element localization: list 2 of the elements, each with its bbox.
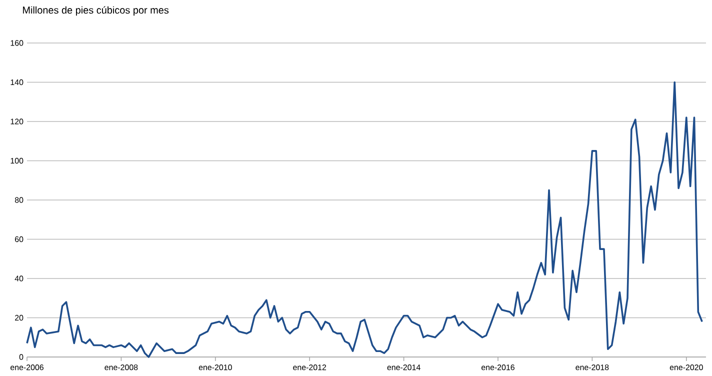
line-series xyxy=(26,81,703,358)
chart-title: Millones de pies cúbicos por mes xyxy=(23,6,169,16)
